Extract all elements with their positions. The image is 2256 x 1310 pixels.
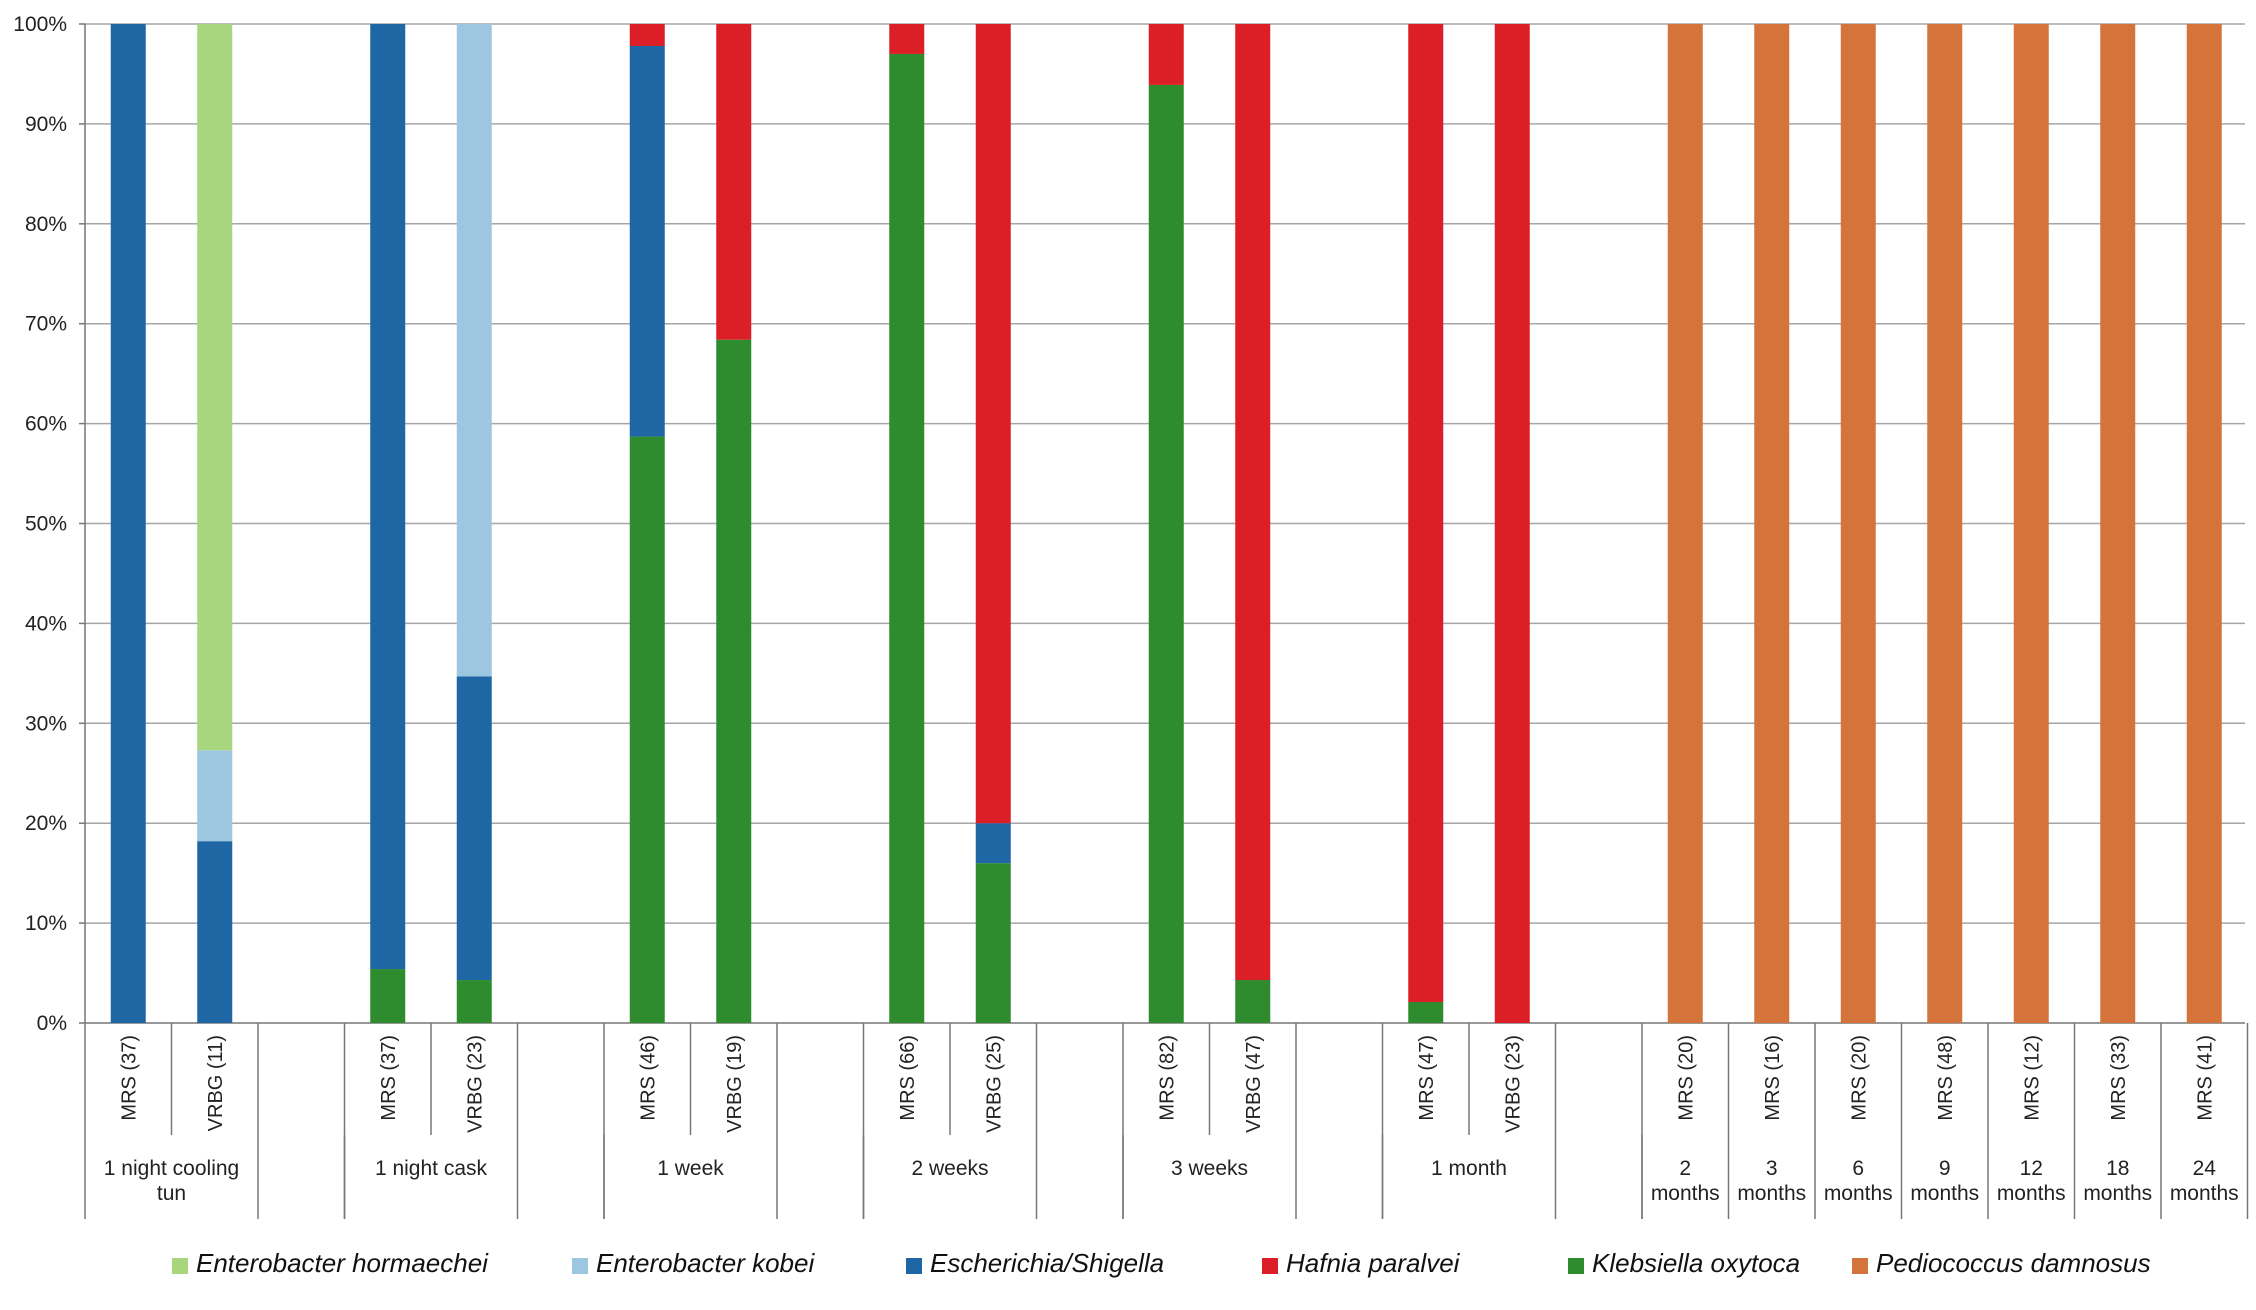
- x-group-label: 1 month: [1431, 1157, 1507, 1180]
- x-group-label: 3 weeks: [1171, 1157, 1248, 1180]
- legend-swatch: [572, 1257, 588, 1274]
- x-axis: MRS (37) VRBG (11) MRS (37) VRBG (23) MRS (4…: [84, 1023, 2249, 1219]
- bar-segment-klebsiella-oxytoca: [629, 436, 665, 1023]
- y-tick-label: 10%: [25, 912, 67, 935]
- bar-segment-pediococcus-damnosus: [1840, 24, 1876, 1023]
- x-category-label: MRS (46): [637, 1035, 659, 1121]
- x-group-label: 3 months: [1737, 1157, 1806, 1205]
- x-group-label: 2 weeks: [911, 1157, 988, 1180]
- bars: [110, 24, 2222, 1024]
- y-tick-label: 100%: [13, 13, 67, 36]
- x-group-label: 6 months: [1824, 1157, 1893, 1205]
- legend-item: Escherichia/Shigella: [906, 1248, 1164, 1279]
- y-tick-label: 20%: [25, 812, 67, 835]
- bar-segment-escherichia-shigella: [629, 45, 665, 437]
- x-category-label: VRBG (23): [1502, 1035, 1524, 1133]
- bar-segment-pediococcus-damnosus: [1754, 24, 1790, 1023]
- x-category-label: MRS (37): [378, 1035, 400, 1121]
- x-group-label: 12 months: [1997, 1157, 2066, 1205]
- legend-swatch: [1568, 1257, 1584, 1274]
- bar-segment-hafnia-paralvei: [629, 24, 665, 46]
- bar-segment-escherichia-shigella: [456, 676, 492, 981]
- bar-segment-klebsiella-oxytoca: [975, 863, 1011, 1023]
- x-category-label: VRBG (11): [205, 1035, 227, 1131]
- stacked-bar-chart: 0% 10% 20% 30% 40% 50% 60% 70% 80% 90% 100% MRS (3…: [13, 13, 2249, 1219]
- bar-segment-klebsiella-oxytoca: [1148, 84, 1184, 1023]
- bar-segment-pediococcus-damnosus: [2013, 24, 2049, 1023]
- bar-segment-klebsiella-oxytoca: [1408, 1002, 1444, 1023]
- x-category-label: VRBG (19): [724, 1035, 746, 1133]
- x-group-label: 1 night cooling tun: [104, 1157, 239, 1205]
- bar-segment-pediococcus-damnosus: [1927, 24, 1963, 1023]
- x-group-label: 24 months: [2170, 1157, 2239, 1205]
- legend-swatch: [1852, 1257, 1868, 1274]
- legend-item: Enterobacter hormaechei: [172, 1248, 488, 1279]
- legend-item: Klebsiella oxytoca: [1568, 1248, 1800, 1279]
- y-tick-label: 80%: [25, 213, 67, 236]
- y-tick-label: 30%: [25, 712, 67, 735]
- x-category-label: VRBG (25): [983, 1035, 1005, 1133]
- bar-segment-pediococcus-damnosus: [1667, 24, 1703, 1023]
- x-category-label: MRS (48): [1935, 1035, 1957, 1121]
- y-axis-ticks: 0% 10% 20% 30% 40% 50% 60% 70% 80% 90% 100%: [13, 13, 86, 1035]
- x-group-label: 1 night cask: [375, 1157, 488, 1180]
- x-category-label: MRS (20): [1848, 1035, 1870, 1121]
- bar-segment-enterobacter-kobei: [456, 24, 492, 677]
- legend-label: Klebsiella oxytoca: [1592, 1248, 1801, 1278]
- bar-segment-klebsiella-oxytoca: [456, 980, 492, 1023]
- y-tick-label: 50%: [25, 513, 67, 536]
- x-category-label: MRS (16): [1762, 1035, 1784, 1121]
- x-category-label: MRS (82): [1156, 1035, 1178, 1121]
- bar-segment-escherichia-shigella: [370, 24, 406, 970]
- x-category-label: VRBG (23): [464, 1035, 486, 1133]
- legend-label: Escherichia/Shigella: [930, 1248, 1165, 1278]
- y-tick-label: 40%: [25, 612, 67, 635]
- bar-segment-escherichia-shigella: [975, 823, 1011, 864]
- bar-segment-enterobacter-kobei: [197, 750, 233, 842]
- x-category-label: MRS (20): [1675, 1035, 1697, 1121]
- legend: Enterobacter hormaechei Enterobacter kobe…: [0, 1248, 2256, 1296]
- bar-segment-hafnia-paralvei: [1494, 24, 1530, 1023]
- x-category-label: MRS (37): [118, 1035, 140, 1121]
- x-category-label: MRS (47): [1416, 1035, 1438, 1121]
- x-group-label: 2 months: [1651, 1157, 1720, 1205]
- x-group-label: 9 months: [1910, 1157, 1979, 1205]
- bar-segment-enterobacter-hormaechei: [197, 24, 233, 751]
- legend-item: Pediococcus damnosus: [1852, 1248, 2151, 1279]
- bar-segment-escherichia-shigella: [197, 841, 233, 1023]
- x-category-label: MRS (33): [2108, 1035, 2130, 1121]
- bar-segment-hafnia-paralvei: [1408, 24, 1444, 1003]
- bar-segment-hafnia-paralvei: [1148, 24, 1184, 85]
- x-group-label: 1 week: [657, 1157, 724, 1180]
- y-tick-label: 90%: [25, 113, 67, 136]
- bar-segment-klebsiella-oxytoca: [716, 339, 752, 1024]
- legend-label: Hafnia paralvei: [1286, 1248, 1460, 1278]
- bar-segment-escherichia-shigella: [110, 24, 146, 1023]
- y-tick-label: 60%: [25, 413, 67, 436]
- legend-swatch: [1262, 1257, 1278, 1274]
- bar-segment-hafnia-paralvei: [975, 24, 1011, 824]
- bar-segment-hafnia-paralvei: [889, 24, 925, 54]
- bar-segment-klebsiella-oxytoca: [1235, 980, 1271, 1023]
- x-category-label: MRS (41): [2194, 1035, 2216, 1121]
- bar-segment-klebsiella-oxytoca: [370, 969, 406, 1023]
- legend-swatch: [906, 1257, 922, 1274]
- bar-segment-pediococcus-damnosus: [2100, 24, 2136, 1023]
- bar-segment-hafnia-paralvei: [1235, 24, 1271, 981]
- x-group-label: 18 months: [2083, 1157, 2152, 1205]
- bar-segment-hafnia-paralvei: [716, 24, 752, 340]
- x-category-label: VRBG (47): [1243, 1035, 1265, 1133]
- legend-label: Pediococcus damnosus: [1876, 1248, 2151, 1278]
- y-tick-label: 70%: [25, 313, 67, 336]
- legend-label: Enterobacter hormaechei: [196, 1248, 488, 1278]
- bar-segment-klebsiella-oxytoca: [889, 53, 925, 1024]
- legend-label: Enterobacter kobei: [596, 1248, 815, 1278]
- legend-swatch: [172, 1257, 188, 1274]
- legend-item: Enterobacter kobei: [572, 1248, 814, 1279]
- x-category-label: MRS (12): [2021, 1035, 2043, 1121]
- bar-segment-pediococcus-damnosus: [2186, 24, 2222, 1023]
- legend-item: Hafnia paralvei: [1262, 1248, 1459, 1279]
- x-category-label: MRS (66): [897, 1035, 919, 1121]
- y-tick-label: 0%: [37, 1012, 67, 1035]
